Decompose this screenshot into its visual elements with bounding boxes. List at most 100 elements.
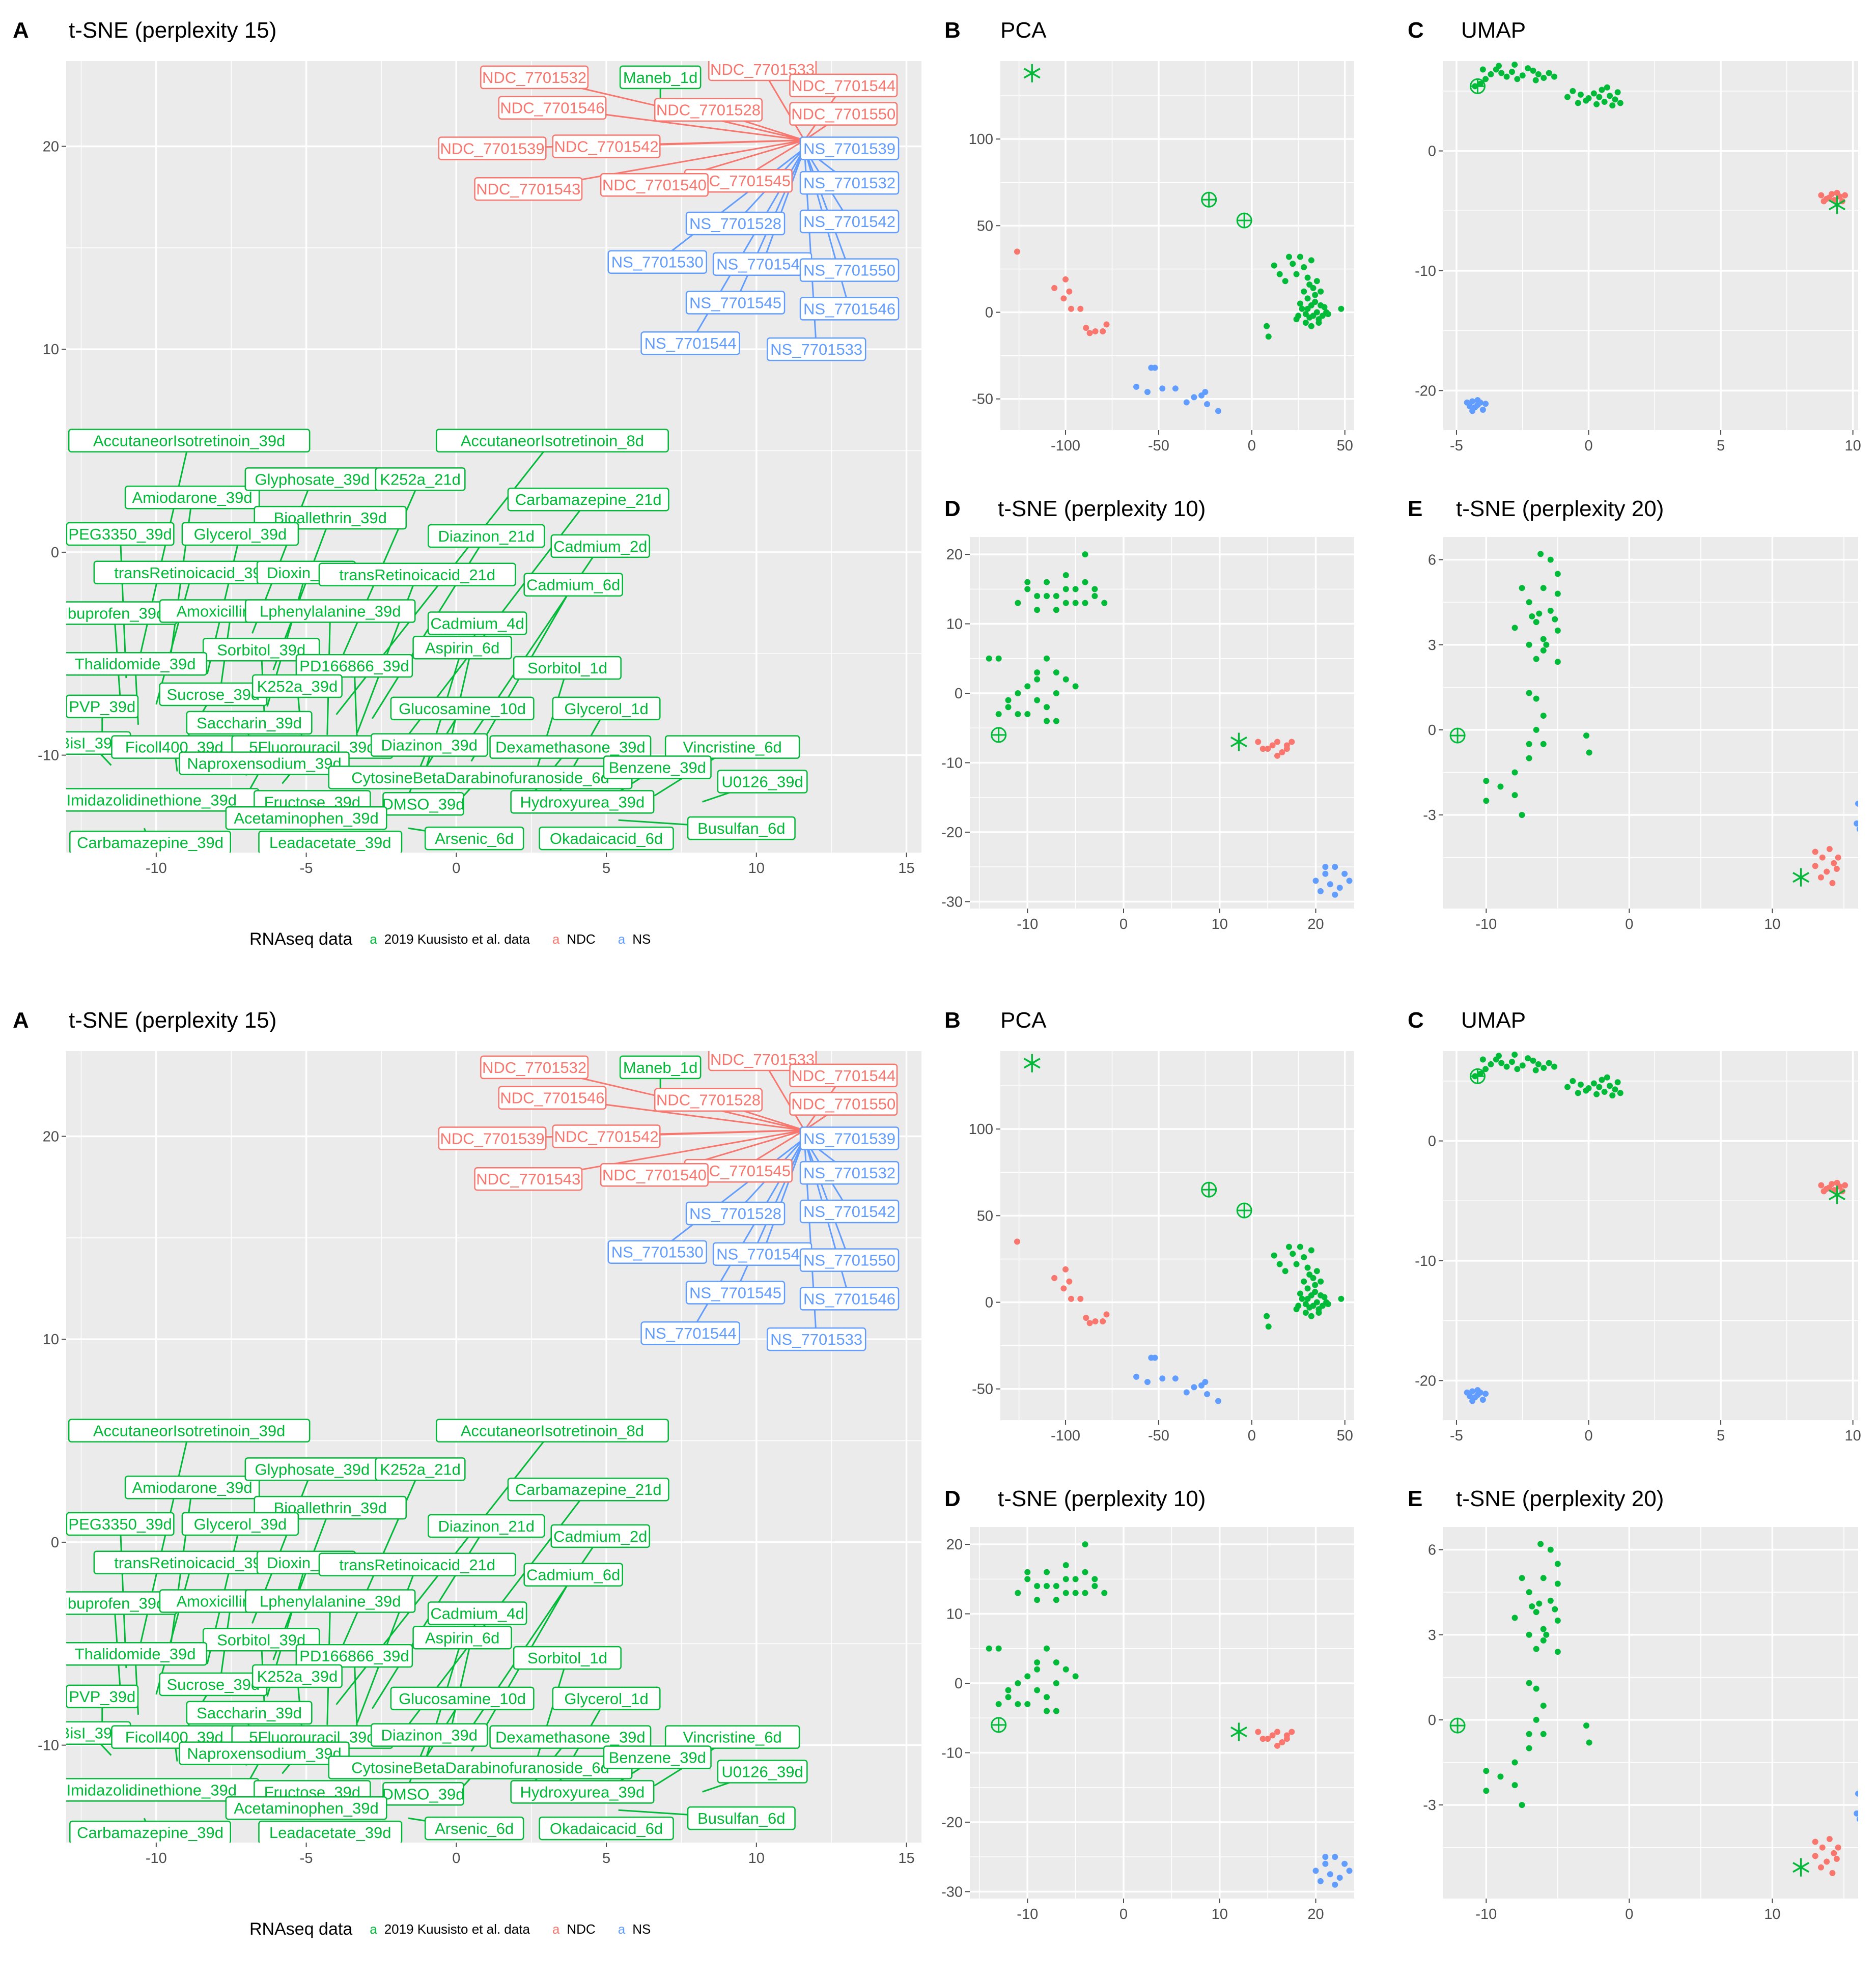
point-label: Maneb_1d <box>623 1059 698 1077</box>
data-point <box>1540 647 1547 654</box>
point-label: 2Imidazolidinethione_39d <box>58 1781 237 1799</box>
data-point <box>1479 406 1486 413</box>
data-point <box>1483 1768 1490 1774</box>
data-point <box>1301 1254 1307 1261</box>
data-point <box>1526 1745 1532 1751</box>
data-point <box>1826 845 1833 852</box>
y-tick-label: -3 <box>1423 1797 1436 1814</box>
x-tick-label: -10 <box>1017 916 1038 932</box>
data-point <box>1265 746 1271 752</box>
data-point <box>1338 305 1345 312</box>
data-point <box>1024 586 1031 592</box>
data-point <box>1533 1646 1539 1652</box>
data-point <box>1583 1087 1589 1094</box>
point-label-box <box>489 735 652 759</box>
point-label-box <box>552 1124 661 1148</box>
point-label: NDC_7701539 <box>440 1129 545 1147</box>
data-point <box>1034 1666 1041 1673</box>
x-tick-label: 10 <box>748 1850 765 1866</box>
data-point <box>1101 1590 1108 1596</box>
legend: RNAseq data a 2019 Kuusisto et al. data a ND… <box>249 929 673 949</box>
data-point <box>1289 1729 1295 1735</box>
data-point <box>1586 749 1592 756</box>
data-point <box>1511 1052 1518 1058</box>
data-point <box>1575 1090 1581 1096</box>
point-label-box <box>480 1055 589 1080</box>
data-point <box>1091 1576 1098 1582</box>
point-label-box <box>202 638 320 662</box>
data-point <box>1599 87 1605 93</box>
x-tick-label: -5 <box>1450 1428 1463 1444</box>
legend: RNAseq data a 2019 Kuusisto et al. data a ND… <box>249 1919 673 1939</box>
data-point <box>1511 1759 1518 1766</box>
point-label: NDC_7701528 <box>656 1091 761 1109</box>
point-label: Acetaminophen_39d <box>234 1799 378 1817</box>
data-point <box>1092 328 1099 334</box>
data-point <box>1554 1580 1561 1587</box>
point-label-box <box>225 806 387 830</box>
point-label-box <box>318 562 516 587</box>
data-point <box>1083 1315 1089 1321</box>
point-label: NDC_7701542 <box>554 137 659 155</box>
point-label-box <box>498 96 607 120</box>
data-point <box>1488 1061 1494 1067</box>
point-label: Ibuprofen_39d <box>63 605 165 623</box>
data-point <box>1318 1278 1324 1285</box>
point-label-box <box>428 1514 545 1538</box>
point-label: Glucosamine_10d <box>399 700 526 718</box>
point-label: Maneb_1d <box>623 69 698 87</box>
data-point <box>1005 1694 1012 1701</box>
data-point <box>1015 1701 1021 1707</box>
point-label-box <box>603 1745 712 1769</box>
data-point <box>1044 1582 1050 1589</box>
y-tick-label: 3 <box>1428 637 1436 654</box>
legend-item-label: NDC <box>567 931 596 947</box>
data-point <box>1044 592 1050 599</box>
data-point <box>1271 1252 1277 1259</box>
data-point <box>1547 607 1554 614</box>
point-label: K252a_21d <box>380 470 461 488</box>
y-tick-label: 10 <box>43 1332 59 1348</box>
data-point <box>1871 1793 1876 1799</box>
data-point <box>1024 683 1031 690</box>
data-point <box>1133 383 1140 390</box>
point-label: Busulfan_6d <box>697 819 785 837</box>
point-label: Carbamazepine_21d <box>515 1481 662 1498</box>
point-label: Acetaminophen_39d <box>234 809 378 827</box>
point-label-box <box>664 735 800 759</box>
data-point <box>1834 189 1840 196</box>
data-point <box>1497 783 1504 790</box>
point-label: PD166866_39d <box>299 657 409 675</box>
data-point <box>1304 1285 1311 1292</box>
data-point <box>1072 1590 1079 1596</box>
label-connector <box>137 440 190 664</box>
data-point <box>1541 1064 1547 1071</box>
point-label-box <box>186 1701 313 1725</box>
legend-key: a <box>552 931 560 947</box>
point-label-box <box>789 1063 898 1088</box>
point-label-box <box>799 171 900 195</box>
data-point <box>1312 1289 1319 1295</box>
data-point <box>1024 1576 1031 1582</box>
data-point <box>1072 586 1079 592</box>
data-point <box>1835 854 1841 861</box>
y-tick-label: -20 <box>941 1815 963 1831</box>
data-point <box>1533 1609 1539 1616</box>
point-label-box <box>371 1723 488 1747</box>
data-point <box>1583 97 1589 104</box>
point-label: NS_7701539 <box>803 139 895 157</box>
data-point <box>1552 1606 1558 1613</box>
data-point <box>1082 1590 1088 1596</box>
point-label: Carbamazepine_39d <box>77 834 223 852</box>
panel-letter-b: B <box>944 18 961 43</box>
point-label-box <box>412 636 512 660</box>
point-label-box <box>766 337 866 361</box>
asterisk-marker <box>1829 1185 1845 1204</box>
data-point <box>1152 364 1158 371</box>
plot-background <box>1443 1051 1858 1420</box>
x-tick-label: 10 <box>1212 916 1228 932</box>
y-tick-label: 20 <box>43 138 59 155</box>
data-point <box>1066 288 1073 295</box>
data-point <box>1327 1871 1333 1878</box>
